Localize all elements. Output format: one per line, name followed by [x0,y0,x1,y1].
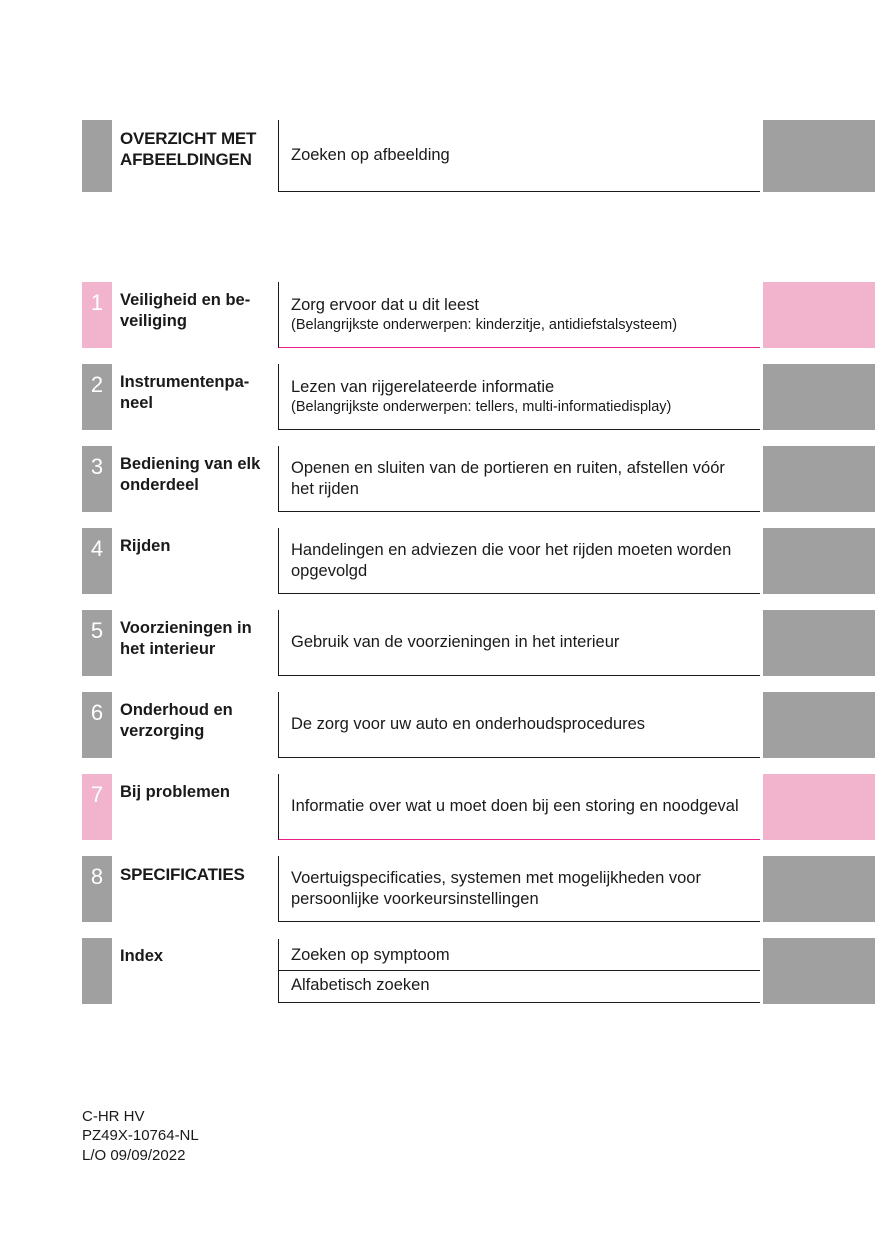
section-desc-bottom: Alfabetisch zoeken [278,971,760,1003]
section-number [82,938,112,1004]
toc-row[interactable]: 4Rijden Handelingen en adviezen die voor … [0,528,875,594]
section-title: Instrumentenpa­neel [112,364,272,430]
toc-sections: 1Veiligheid en be­veiligingZorg ervoor d… [0,282,875,1004]
section-desc: Gebruik van de voorzieningen in het inte… [278,610,760,676]
section-desc-text: Openen en sluiten van de portieren en ru… [291,458,750,499]
section-desc-text: Gebruik van de voorzieningen in het inte… [291,632,750,653]
section-desc-wrap: Openen en sluiten van de portieren en ru… [278,446,760,512]
section-desc-text: Lezen van rijgerelateerde informatie [291,377,750,398]
section-number: 6 [82,692,112,758]
header-right-tab [763,120,875,192]
section-right-tab [763,774,875,840]
section-right-tab [763,692,875,758]
section-title: Bij problemen [112,774,272,840]
section-title: Voorzieningen in het interieur [112,610,272,676]
section-desc-text: De zorg voor uw auto en onderhoudsproced… [291,714,750,735]
section-desc: Handelingen en adviezen die voor het rij… [278,528,760,594]
section-desc-wrap: Informatie over wat u moet doen bij een … [278,774,760,840]
section-number: 8 [82,856,112,922]
section-number: 3 [82,446,112,512]
section-desc: Zorg ervoor dat u dit leest(Belangrijkst… [278,282,760,348]
section-desc: Lezen van rijgerelateerde informatie(Bel… [278,364,760,430]
section-desc: Openen en sluiten van de portieren en ru… [278,446,760,512]
section-desc-sub: (Belangrijkste onderwerpen: tellers, mul… [291,398,750,416]
section-title: Bediening van elk onderdeel [112,446,272,512]
section-title: Rijden [112,528,272,594]
toc-row[interactable]: 6Onderhoud en verzorging De zorg voor uw … [0,692,875,758]
section-desc-text: Voertuigspecificaties, systemen met moge… [291,868,750,909]
section-desc: De zorg voor uw auto en onderhoudsproced… [278,692,760,758]
footer: C-HR HV PZ49X-10764-NL L/O 09/09/2022 [82,1107,199,1166]
section-desc: Informatie over wat u moet doen bij een … [278,774,760,840]
section-right-tab [763,282,875,348]
toc-row[interactable]: 1Veiligheid en be­veiligingZorg ervoor d… [0,282,875,348]
section-desc-text: Zorg ervoor dat u dit leest [291,295,750,316]
section-desc-text: Informatie over wat u moet doen bij een … [291,796,750,817]
section-title: Veiligheid en be­veiliging [112,282,272,348]
section-right-tab [763,610,875,676]
section-number: 2 [82,364,112,430]
toc-header-row: OVERZICHT MET AFBEELDINGEN Zoeken op afb… [0,120,875,192]
header-num-block [82,120,112,192]
section-title: Index [112,938,272,1004]
header-desc: Zoeken op afbeelding [278,120,760,192]
section-title: Onderhoud en verzorging [112,692,272,758]
section-desc-wrap: Zoeken op symptoomAlfabetisch zoeken [278,938,760,1004]
header-title: OVERZICHT MET AFBEELDINGEN [112,120,272,192]
section-desc-text: Handelingen en adviezen die voor het rij… [291,540,750,581]
section-number: 1 [82,282,112,348]
section-desc-wrap: Handelingen en adviezen die voor het rij… [278,528,760,594]
toc-row[interactable]: 2Instrumentenpa­neelLezen van rijgerelat… [0,364,875,430]
footer-line2: PZ49X-10764-NL [82,1126,199,1146]
section-desc-sub: (Belangrijkste onderwerpen: kinderzitje,… [291,316,750,334]
header-desc-wrap: Zoeken op afbeelding [278,120,760,192]
toc-row[interactable]: IndexZoeken op symptoomAlfabetisch zoeke… [0,938,875,1004]
toc-row[interactable]: 5Voorzieningen in het interieur Gebruik v… [0,610,875,676]
section-desc-wrap: Zorg ervoor dat u dit leest(Belangrijkst… [278,282,760,348]
section-right-tab [763,446,875,512]
section-number: 7 [82,774,112,840]
section-right-tab [763,856,875,922]
footer-line3: L/O 09/09/2022 [82,1146,199,1166]
section-desc-wrap: Gebruik van de voorzieningen in het inte… [278,610,760,676]
section-desc: Voertuigspecificaties, systemen met moge… [278,856,760,922]
toc-row[interactable]: 7Bij problemen Informatie over wat u moet… [0,774,875,840]
section-desc-top: Zoeken op symptoom [278,939,760,971]
section-desc-wrap: De zorg voor uw auto en onderhoudsproced… [278,692,760,758]
toc-row[interactable]: 3Bediening van elk onderdeel Openen en sl… [0,446,875,512]
section-right-tab [763,528,875,594]
toc-page: OVERZICHT MET AFBEELDINGEN Zoeken op afb… [0,0,875,1004]
section-number: 5 [82,610,112,676]
section-right-tab [763,938,875,1004]
section-desc-wrap: Lezen van rijgerelateerde informatie(Bel… [278,364,760,430]
toc-row[interactable]: 8SPECIFICATIES Voertuigspecificaties, sys… [0,856,875,922]
section-title: SPECIFICATIES [112,856,272,922]
section-number: 4 [82,528,112,594]
footer-line1: C-HR HV [82,1107,199,1127]
section-right-tab [763,364,875,430]
section-desc-wrap: Voertuigspecificaties, systemen met moge… [278,856,760,922]
